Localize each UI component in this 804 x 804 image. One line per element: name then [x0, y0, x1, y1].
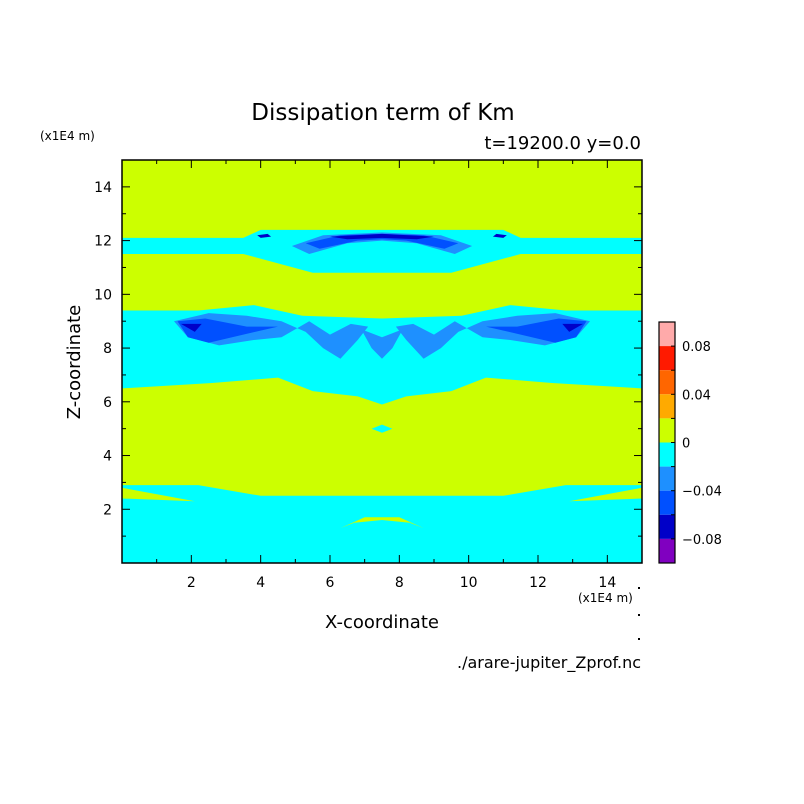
colorbar-swatch: [659, 346, 675, 371]
y-tick-label: 14: [94, 180, 112, 196]
dot-marker: [638, 587, 640, 589]
x-tick-label: 10: [460, 575, 478, 591]
colorbar-swatch: [659, 490, 675, 515]
contour-region-middle-left-dark: [180, 323, 202, 332]
y-tick-label: 2: [103, 502, 112, 518]
colorbar-tick-label: −0.04: [682, 485, 722, 500]
contour-region-bottom-center-bump: [340, 517, 424, 529]
contour-region-bottom-left-wedge: [122, 487, 195, 502]
colorbar-tick-label: 0.04: [682, 388, 711, 403]
y-tick-label: 10: [94, 287, 112, 303]
contour-region-middle-right-core: [486, 318, 587, 343]
colorbar-tick-label: −0.08: [682, 533, 722, 548]
colorbar-swatch: [659, 418, 675, 443]
contour-region-middle-right-dark: [562, 323, 584, 332]
x-axis-title: X-coordinate: [325, 612, 439, 633]
colorbar-swatch: [659, 370, 675, 395]
contour-region-bottom-right-wedge: [569, 487, 642, 502]
y-axis-title: Z-coordinate: [64, 305, 85, 420]
contour-region-upper-arc-dark: [330, 233, 434, 240]
chart-title: Dissipation term of Km: [251, 100, 514, 126]
y-tick-label: 12: [94, 234, 112, 250]
colorbar: 0.08 0.04 0 −0.04 −0.08: [658, 321, 722, 564]
x-tick-label: 2: [187, 575, 196, 591]
colorbar-swatch: [659, 538, 675, 563]
plot-frame: [121, 159, 643, 564]
colorbar-swatch: [659, 322, 675, 347]
y-unit-label: (x1E4 m): [40, 129, 95, 143]
x-tick-label: 14: [598, 575, 616, 591]
contour-region-bottom-band: [122, 485, 642, 563]
contour-region-upper-left-dot: [257, 233, 272, 238]
dot-marker: [638, 614, 640, 616]
x-unit-label: (x1E4 m): [578, 591, 633, 605]
contour-region-middle-center-blob: [371, 424, 393, 433]
source-file-label: ./arare-jupiter_Zprof.nc: [457, 653, 641, 673]
x-tick-label: 6: [326, 575, 335, 591]
contour-region-middle-center-lobe: [361, 329, 403, 359]
contour-region-upper-right-dot: [492, 233, 507, 238]
y-tick-label: 6: [103, 395, 112, 411]
x-tick-label: 12: [529, 575, 547, 591]
colorbar-swatch: [659, 514, 675, 539]
contour-region-upper-band: [122, 229, 642, 273]
plot-area: 2 4 6 8 10 12 14 2 4 6 8 10 12 14: [94, 159, 643, 591]
x-tick-label: 8: [395, 575, 404, 591]
colorbar-tick-label: 0.08: [682, 340, 711, 355]
x-tick-label: 4: [256, 575, 265, 591]
y-tick-label: 4: [103, 449, 112, 465]
colorbar-tick-label: 0: [682, 437, 690, 452]
chart-subtitle: t=19200.0 y=0.0: [484, 133, 641, 154]
colorbar-swatch: [659, 442, 675, 467]
dot-marker: [638, 638, 640, 640]
colorbar-swatch: [659, 394, 675, 419]
contour-region-middle-left-core: [177, 318, 278, 343]
colorbar-swatch: [659, 466, 675, 491]
y-tick-label: 8: [103, 341, 112, 357]
